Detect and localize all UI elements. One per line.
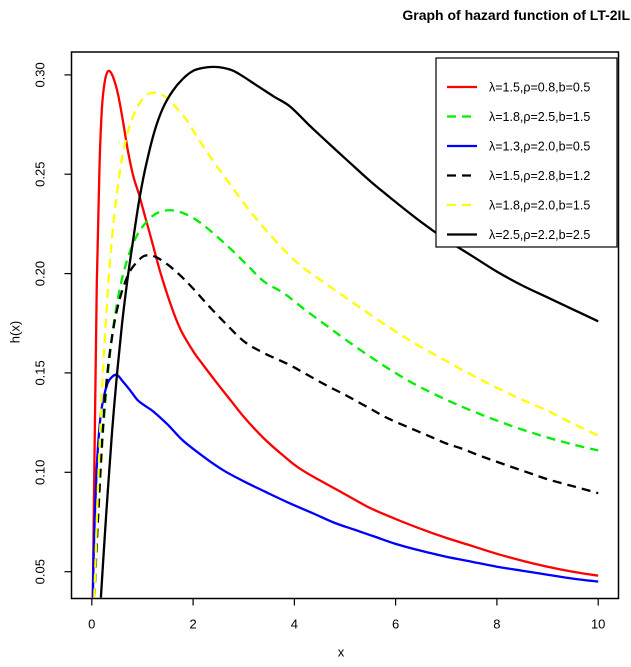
legend: λ=1.5,ρ=0.8,b=0.5 λ=1.8,ρ=2.5,b=1.5 λ=1.3,… bbox=[435, 57, 618, 248]
legend-label: λ=1.8,ρ=2.0,b=1.5 bbox=[489, 199, 590, 213]
y-tick-label: 0.25 bbox=[33, 162, 48, 187]
chart-title: Graph of hazard function of LT-2IL bbox=[402, 7, 630, 23]
legend-label: λ=1.8,ρ=2.5,b=1.5 bbox=[489, 110, 590, 124]
x-tick-label: 8 bbox=[493, 617, 500, 632]
x-tick-label: 2 bbox=[189, 617, 196, 632]
x-axis-label: x bbox=[337, 644, 345, 660]
curve-series-3 bbox=[93, 254, 599, 598]
curve-series-4 bbox=[93, 91, 599, 598]
curve-series-2 bbox=[91, 373, 599, 598]
curve-series-0 bbox=[91, 69, 599, 598]
y-axis-label: h(x) bbox=[7, 320, 23, 344]
x-tick-label: 0 bbox=[88, 617, 95, 632]
legend-label: λ=1.3,ρ=2.0,b=0.5 bbox=[489, 140, 590, 154]
y-tick-label: 0.05 bbox=[33, 559, 48, 584]
plot-frame bbox=[70, 51, 620, 600]
curve-series-1 bbox=[93, 209, 599, 598]
x-tick-label: 6 bbox=[392, 617, 399, 632]
legend-label: λ=1.5,ρ=0.8,b=0.5 bbox=[489, 81, 590, 95]
y-tick-label: 0.15 bbox=[33, 360, 48, 385]
y-tick-label: 0.30 bbox=[33, 62, 48, 87]
y-tick-label: 0.20 bbox=[33, 261, 48, 286]
legend-label: λ=1.5,ρ=2.8,b=1.2 bbox=[489, 169, 590, 183]
legend-box bbox=[435, 57, 618, 248]
legend-label: λ=2.5,ρ=2.2,b=2.5 bbox=[489, 228, 590, 242]
x-tick-label: 4 bbox=[291, 617, 298, 632]
axes: 0 2 4 6 8 10 0.05 0.10 0.15 0.20 0.25 0.30 bbox=[33, 62, 606, 631]
y-tick-label: 0.10 bbox=[33, 460, 48, 485]
x-tick-label: 10 bbox=[591, 617, 605, 632]
